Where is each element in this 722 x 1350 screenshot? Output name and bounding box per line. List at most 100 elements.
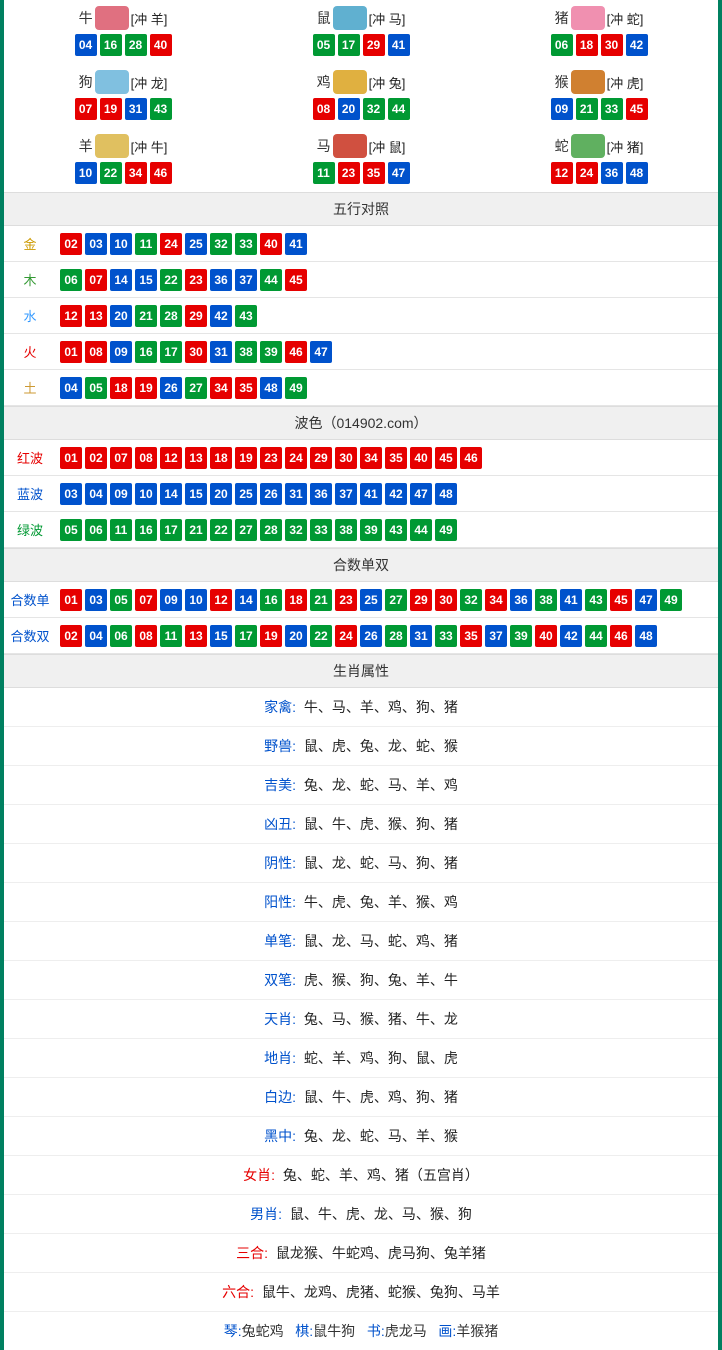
shuxing-header: 生肖属性 (4, 654, 718, 688)
attr-row: 天肖: 兔、马、猴、猪、牛、龙 (4, 1000, 718, 1039)
attr-row: 吉美: 兔、龙、蛇、马、羊、鸡 (4, 766, 718, 805)
number-chip: 49 (660, 589, 682, 611)
attr-label: 天肖: (264, 1011, 296, 1027)
number-chip: 42 (626, 34, 648, 56)
number-chip: 17 (160, 519, 182, 541)
number-chip: 39 (360, 519, 382, 541)
number-chip: 29 (310, 447, 332, 469)
zodiac-icon (95, 134, 129, 158)
number-chip: 34 (360, 447, 382, 469)
number-chip: 47 (410, 483, 432, 505)
attr-label: 三合: (236, 1245, 268, 1261)
attr-label: 吉美: (264, 777, 296, 793)
attr-value: 蛇、羊、鸡、狗、鼠、虎 (300, 1050, 458, 1066)
attr-value: 鼠、龙、马、蛇、鸡、猪 (300, 933, 458, 949)
number-chip: 32 (460, 589, 482, 611)
number-chip: 06 (551, 34, 573, 56)
row-label: 土 (4, 370, 56, 405)
number-chip: 34 (125, 162, 147, 184)
data-row: 金02031011242532334041 (4, 226, 718, 262)
number-chip: 34 (485, 589, 507, 611)
number-chip: 10 (75, 162, 97, 184)
number-chip: 14 (160, 483, 182, 505)
attr-value: 牛、虎、兔、羊、猴、鸡 (300, 894, 458, 910)
number-chip: 30 (601, 34, 623, 56)
attr-row: 家禽: 牛、马、羊、鸡、狗、猪 (4, 688, 718, 727)
number-chip: 13 (185, 625, 207, 647)
zodiac-cell: 牛[冲 羊]04162840 (4, 0, 242, 64)
number-chip: 27 (185, 377, 207, 399)
number-chip: 02 (85, 447, 107, 469)
number-chip: 22 (100, 162, 122, 184)
number-chip: 19 (135, 377, 157, 399)
number-chip: 43 (150, 98, 172, 120)
heshu-rows: 合数单0103050709101214161821232527293032343… (4, 582, 718, 654)
number-chip: 15 (185, 483, 207, 505)
row-chips: 1213202128294243 (56, 299, 261, 333)
number-chip: 26 (360, 625, 382, 647)
number-chip: 45 (626, 98, 648, 120)
number-chip: 12 (60, 305, 82, 327)
number-chip: 05 (60, 519, 82, 541)
number-chip: 29 (363, 34, 385, 56)
number-chip: 26 (160, 377, 182, 399)
number-chip: 17 (160, 341, 182, 363)
zodiac-grid: 牛[冲 羊]04162840鼠[冲 马]05172941猪[冲 蛇]061830… (4, 0, 718, 192)
number-chip: 36 (210, 269, 232, 291)
number-chip: 03 (85, 233, 107, 255)
shuxing-footer: 琴:兔蛇鸡 棋:鼠牛狗 书:虎龙马 画:羊猴猪 (4, 1312, 718, 1350)
attr-row: 地肖: 蛇、羊、鸡、狗、鼠、虎 (4, 1039, 718, 1078)
attr-label: 单笔: (264, 933, 296, 949)
zodiac-chips: 12243648 (480, 162, 718, 184)
number-chip: 12 (160, 447, 182, 469)
number-chip: 45 (285, 269, 307, 291)
number-chip: 33 (435, 625, 457, 647)
row-label: 木 (4, 262, 56, 297)
zodiac-sub: [冲 兔] (369, 73, 406, 92)
number-chip: 05 (85, 377, 107, 399)
number-chip: 44 (260, 269, 282, 291)
number-chip: 47 (310, 341, 332, 363)
number-chip: 43 (235, 305, 257, 327)
number-chip: 35 (235, 377, 257, 399)
page-outer: 牛[冲 羊]04162840鼠[冲 马]05172941猪[冲 蛇]061830… (0, 0, 722, 1350)
zodiac-cell: 鸡[冲 兔]08203244 (242, 64, 480, 128)
row-chips: 0108091617303138394647 (56, 335, 336, 369)
data-row: 水1213202128294243 (4, 298, 718, 334)
number-chip: 49 (435, 519, 457, 541)
number-chip: 07 (110, 447, 132, 469)
zodiac-sub: [冲 虎] (607, 73, 644, 92)
number-chip: 09 (551, 98, 573, 120)
number-chip: 04 (85, 483, 107, 505)
number-chip: 24 (576, 162, 598, 184)
number-chip: 25 (360, 589, 382, 611)
number-chip: 20 (285, 625, 307, 647)
attr-row: 阴性: 鼠、龙、蛇、马、狗、猪 (4, 844, 718, 883)
row-chips: 06071415222336374445 (56, 263, 311, 297)
number-chip: 32 (210, 233, 232, 255)
number-chip: 46 (285, 341, 307, 363)
attr-row: 单笔: 鼠、龙、马、蛇、鸡、猪 (4, 922, 718, 961)
attr-label: 黑中: (264, 1128, 296, 1144)
number-chip: 37 (485, 625, 507, 647)
attr-label: 凶丑: (264, 816, 296, 832)
number-chip: 11 (160, 625, 182, 647)
attr-row: 双笔: 虎、猴、狗、兔、羊、牛 (4, 961, 718, 1000)
attr-label: 家禽: (264, 699, 296, 715)
number-chip: 03 (85, 589, 107, 611)
data-row: 合数双0204060811131517192022242628313335373… (4, 618, 718, 654)
number-chip: 22 (160, 269, 182, 291)
number-chip: 44 (410, 519, 432, 541)
number-chip: 34 (210, 377, 232, 399)
zodiac-chips: 08203244 (242, 98, 480, 120)
attr-row: 白边: 鼠、牛、虎、鸡、狗、猪 (4, 1078, 718, 1117)
number-chip: 30 (335, 447, 357, 469)
number-chip: 23 (335, 589, 357, 611)
number-chip: 33 (235, 233, 257, 255)
number-chip: 47 (388, 162, 410, 184)
number-chip: 35 (363, 162, 385, 184)
number-chip: 13 (185, 447, 207, 469)
row-label: 合数单 (4, 582, 56, 617)
number-chip: 17 (235, 625, 257, 647)
shuxing-rows: 家禽: 牛、马、羊、鸡、狗、猪野兽: 鼠、虎、兔、龙、蛇、猴吉美: 兔、龙、蛇、… (4, 688, 718, 1312)
